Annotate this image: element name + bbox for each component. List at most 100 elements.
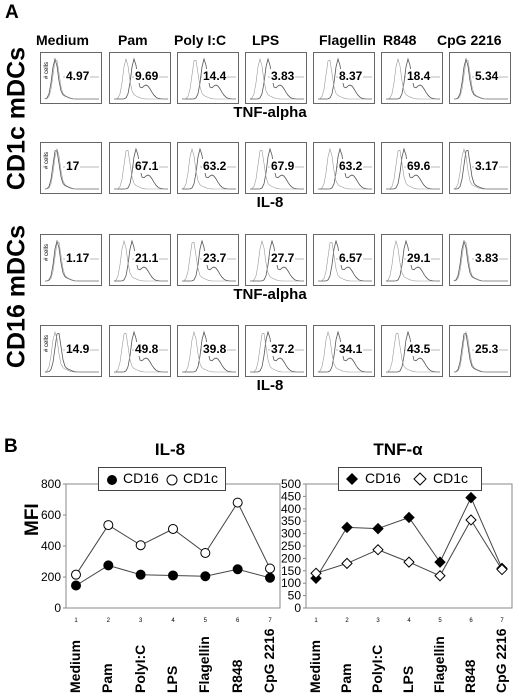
x-tick-label: 6 (469, 618, 473, 624)
data-point-cd16 (135, 569, 146, 580)
measure-label: TNF-alpha (233, 104, 307, 121)
histogram-panel: 8.37 (313, 52, 375, 104)
y-tick-label: 150 (281, 564, 301, 578)
histogram-percent: 8.37 (338, 69, 364, 83)
histogram-percent: 14.4 (202, 69, 228, 83)
x-category-label: Flagellin (196, 636, 213, 693)
histogram-percent: 21.1 (134, 251, 160, 265)
x-category-label: R848 (228, 659, 245, 693)
histogram-percent: 29.1 (406, 251, 432, 265)
histogram-panel: 25.3 (449, 325, 511, 377)
x-tick-label: 6 (236, 618, 240, 624)
data-point-cd1c (168, 523, 178, 534)
histogram-percent: 18.4 (406, 69, 432, 83)
measure-label: IL-8 (256, 377, 284, 394)
x-category-label: Medium (307, 640, 323, 693)
histogram-panel: 5.34 (449, 52, 511, 104)
x-category-label: PolyI:C (131, 644, 148, 693)
condition-header: Poly I:C (174, 32, 227, 48)
histogram-percent: 4.97 (65, 69, 91, 83)
data-point-cd1c (265, 563, 275, 574)
histogram-panel: 67.1 (109, 142, 171, 194)
y-tick-label: 600 (41, 508, 61, 522)
condition-header: Flagellin (319, 32, 376, 48)
legend-filled-diamond-icon (346, 473, 358, 485)
legend-label-cd16: CD16 (123, 470, 159, 486)
histogram-panel: 69.6 (381, 142, 443, 194)
data-point-cd1c (200, 547, 211, 558)
histogram-percent: 3.17 (474, 159, 500, 173)
x-tick-label: 5 (204, 618, 208, 624)
y-tick-label: 100 (281, 576, 301, 590)
histogram-percent: 14.9 (65, 342, 91, 356)
legend-open-diamond-icon (413, 472, 427, 486)
data-point-cd1c (71, 569, 81, 580)
condition-header: LPS (252, 32, 280, 48)
data-point-cd16 (372, 522, 384, 535)
histogram-percent: 3.83 (270, 69, 296, 83)
il8-chart-title: IL-8 (154, 440, 186, 459)
y-tick-label: 50 (288, 589, 302, 603)
measure-label: TNF-alpha (233, 286, 307, 303)
histogram-percent: 39.8 (202, 342, 228, 356)
data-point-cd1c (341, 557, 353, 570)
y-tick-label: 400 (41, 539, 61, 553)
data-point-cd16 (232, 564, 243, 575)
histogram-panel: 21.1 (109, 234, 171, 286)
panel-b-letter: B (4, 436, 18, 457)
histogram-panel: 3.17 (449, 142, 511, 194)
x-category-label: Flagellin (431, 636, 447, 693)
y-tick-label: 500 (281, 477, 301, 491)
data-point-cd16 (403, 511, 415, 524)
legend-label-cd1c: CD1c (433, 470, 469, 486)
y-tick-label: 200 (41, 570, 61, 584)
data-point-cd16 (168, 570, 178, 581)
legend-open-circle-icon (166, 474, 178, 486)
x-tick-label: 2 (107, 618, 111, 624)
histogram-panel: 17 # cells (40, 142, 102, 194)
histogram-panel: 27.7 (245, 234, 307, 286)
data-point-cd16 (341, 521, 353, 534)
histogram-percent: 43.5 (406, 342, 432, 356)
histogram-percent: 34.1 (338, 342, 364, 356)
x-category-label: LPS (164, 665, 180, 693)
histogram-panel: 23.7 (177, 234, 239, 286)
histogram-percent: 67.1 (134, 159, 160, 173)
x-tick-label: 3 (376, 618, 380, 624)
histogram-panel: 3.83 (449, 234, 511, 286)
histogram-panel: 29.1 (381, 234, 443, 286)
y-tick-label: 300 (281, 527, 301, 541)
y-tick-label: 450 (281, 489, 301, 503)
histogram-panel: 14.4 (177, 52, 239, 104)
x-tick-label: 4 (171, 618, 175, 624)
histogram-panel: 4.97 # cells (40, 52, 102, 104)
histogram-percent: 49.8 (134, 342, 160, 356)
plot-frame (305, 483, 513, 609)
x-tick-label: 4 (407, 618, 411, 624)
legend-label-cd16: CD16 (365, 470, 401, 486)
x-category-label: PolyI:C (369, 644, 385, 693)
histogram-percent: 9.69 (134, 69, 160, 83)
data-point-cd16 (465, 491, 477, 504)
histogram-panel: 6.57 (313, 234, 375, 286)
y-tick-label: 0 (54, 601, 61, 615)
legend-label-cd1c: CD1c (183, 470, 219, 486)
histogram-panel: 67.9 (245, 142, 307, 194)
data-point-cd1c (232, 497, 243, 508)
data-point-cd16 (103, 560, 114, 571)
tnf-chart-title: TNF-α (373, 440, 423, 459)
x-tick-label: 1 (314, 618, 318, 624)
panel-a-letter: A (5, 2, 19, 23)
histogram-percent: 63.2 (202, 159, 228, 173)
data-point-cd1c (434, 570, 446, 582)
histogram-panel: 3.83 (245, 52, 307, 104)
x-category-label: LPS (400, 665, 416, 693)
histogram-percent: 5.34 (474, 69, 500, 83)
data-point-cd1c (135, 540, 146, 551)
histogram-percent: 6.57 (338, 251, 364, 265)
histogram-panel: 14.9 # cells (40, 325, 102, 377)
histogram-percent: 69.6 (406, 159, 432, 173)
data-point-cd1c (496, 563, 508, 576)
